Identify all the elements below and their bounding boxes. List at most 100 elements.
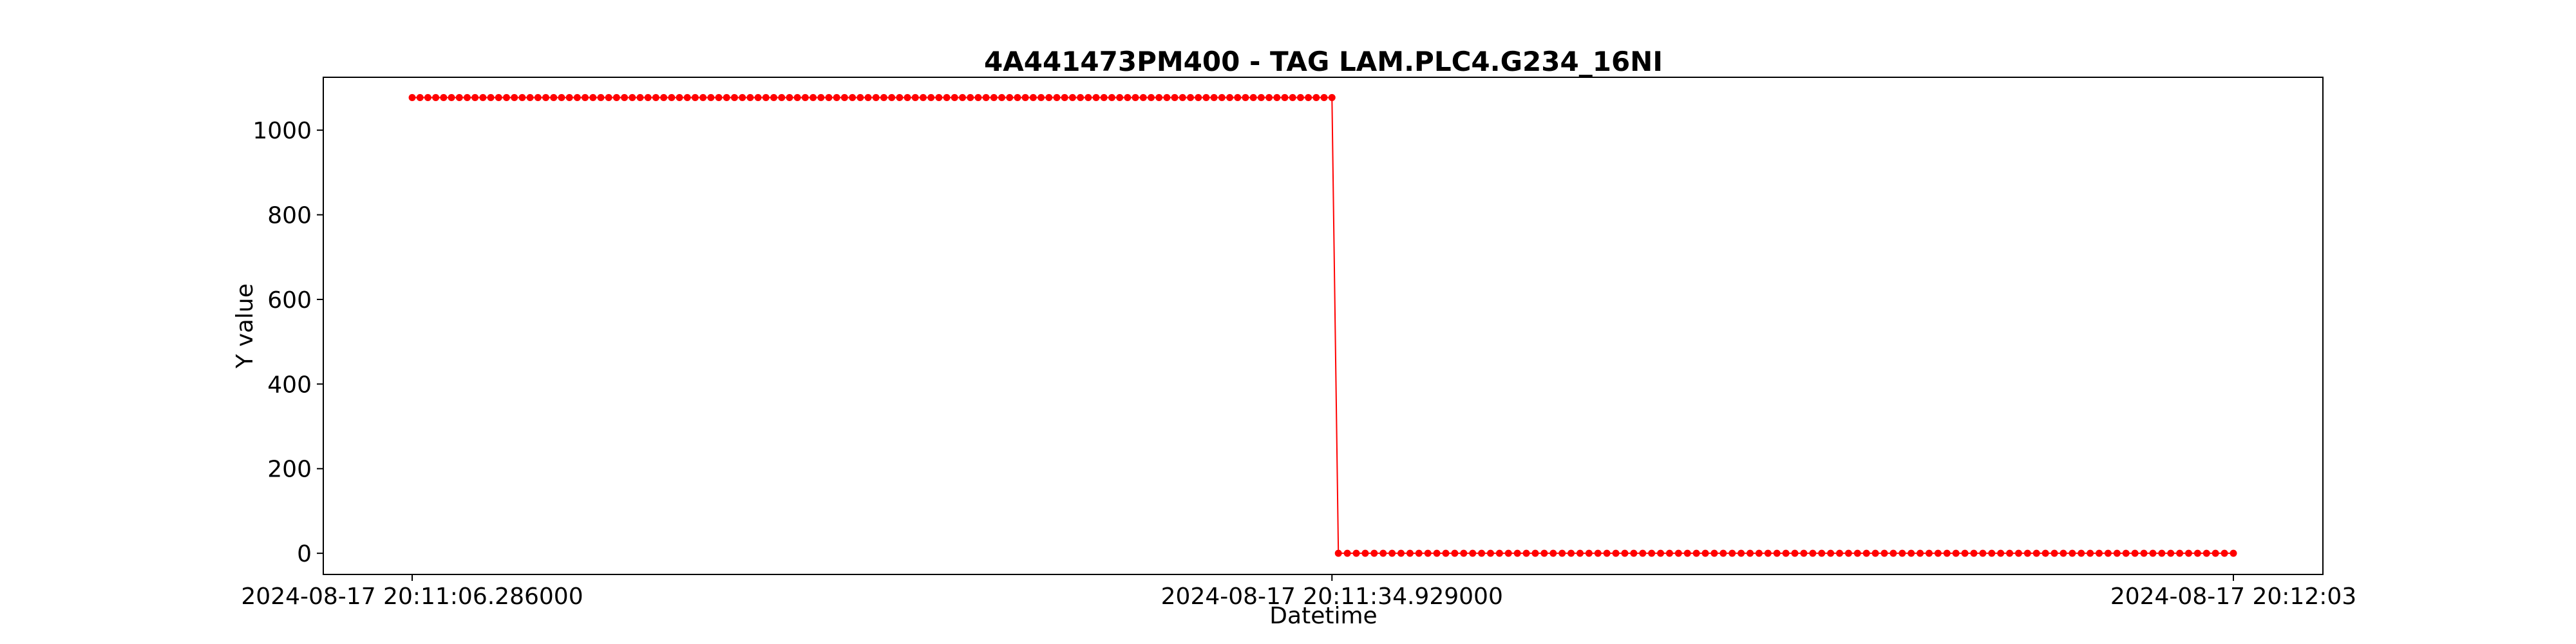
y-tick-label: 600	[267, 287, 312, 314]
data-point	[1880, 549, 1888, 557]
data-point	[1139, 94, 1147, 102]
data-point	[1621, 549, 1629, 557]
data-point	[1970, 549, 1978, 557]
data-point	[2078, 549, 2085, 557]
data-point	[1334, 549, 1342, 557]
data-point	[888, 94, 896, 102]
data-point	[582, 94, 589, 102]
data-point	[660, 94, 668, 102]
data-point	[440, 94, 448, 102]
data-point	[880, 94, 887, 102]
data-point	[778, 94, 786, 102]
x-tick-label: 2024-08-17 20:11:34.929000	[1161, 583, 1503, 610]
data-point	[833, 94, 840, 102]
data-point	[1486, 549, 1494, 557]
data-point	[1809, 549, 1817, 557]
data-point	[1226, 94, 1234, 102]
data-point	[739, 94, 746, 102]
y-tick-label: 0	[297, 541, 312, 567]
data-point	[849, 94, 857, 102]
y-tick-label: 800	[267, 203, 312, 229]
data-point	[416, 94, 424, 102]
data-point	[1202, 94, 1210, 102]
data-point	[455, 94, 463, 102]
data-point	[1747, 549, 1754, 557]
data-point	[1469, 549, 1477, 557]
data-point	[935, 94, 943, 102]
data-point	[1773, 549, 1781, 557]
data-point	[1782, 549, 1790, 557]
data-point	[2211, 549, 2219, 557]
data-point	[1424, 549, 1432, 557]
data-point	[2113, 549, 2121, 557]
data-point	[511, 94, 518, 102]
data-point	[1061, 94, 1068, 102]
x-axis: 2024-08-17 20:11:06.286000 2024-08-17 20:…	[241, 574, 2356, 610]
data-point	[1210, 94, 1218, 102]
data-point	[1328, 94, 1336, 102]
series-layer	[408, 94, 2237, 557]
x-axis-label: Datetime	[1269, 603, 1377, 629]
data-point	[1522, 549, 1530, 557]
data-point	[1908, 549, 1915, 557]
x-tick-label: 2024-08-17 20:12:03	[2110, 583, 2356, 610]
data-point	[1540, 549, 1548, 557]
data-point	[683, 94, 691, 102]
data-point	[2185, 549, 2193, 557]
data-point	[1179, 94, 1186, 102]
data-point	[927, 94, 935, 102]
data-point	[699, 94, 707, 102]
data-point	[982, 94, 990, 102]
data-point	[518, 94, 526, 102]
y-tick-label: 400	[267, 372, 312, 398]
data-point	[1764, 549, 1772, 557]
data-point	[1800, 549, 1808, 557]
data-point	[668, 94, 676, 102]
data-point	[864, 94, 872, 102]
data-point	[1925, 549, 1933, 557]
y-axis-label: Y value	[232, 283, 258, 369]
y-tick-label: 1000	[252, 118, 312, 144]
data-point	[1943, 549, 1951, 557]
data-point	[801, 94, 809, 102]
data-point	[612, 94, 620, 102]
data-point	[1433, 549, 1441, 557]
data-point	[1836, 549, 1843, 557]
data-point	[1265, 94, 1273, 102]
data-point	[754, 94, 762, 102]
data-point	[691, 94, 699, 102]
x-tick-label: 2024-08-17 20:11:06.286000	[241, 583, 583, 610]
data-point	[1163, 94, 1171, 102]
data-point	[534, 94, 542, 102]
data-point	[1917, 549, 1924, 557]
data-point	[1132, 94, 1139, 102]
data-point	[1037, 94, 1045, 102]
data-point	[1853, 549, 1861, 557]
data-point	[2140, 549, 2148, 557]
data-point	[825, 94, 833, 102]
data-point	[1988, 549, 1996, 557]
data-point	[1630, 549, 1638, 557]
data-point	[1352, 549, 1360, 557]
data-point	[1053, 94, 1061, 102]
data-point	[2014, 549, 2022, 557]
data-point	[872, 94, 880, 102]
y-tick-label: 200	[267, 457, 312, 483]
data-point	[2176, 549, 2184, 557]
chart-title: 4A441473PM400 - TAG LAM.PLC4.G234_16NI	[984, 46, 1663, 77]
data-point	[463, 94, 471, 102]
data-point	[502, 94, 510, 102]
data-point	[1029, 94, 1037, 102]
data-point	[2096, 549, 2103, 557]
data-point	[998, 94, 1006, 102]
data-point	[1379, 549, 1387, 557]
data-point	[762, 94, 770, 102]
data-point	[479, 94, 487, 102]
data-point	[1249, 94, 1257, 102]
data-point	[2050, 549, 2058, 557]
data-point	[1370, 549, 1378, 557]
data-point	[2221, 549, 2228, 557]
data-point	[1674, 549, 1682, 557]
data-point	[408, 94, 416, 102]
data-point	[1397, 549, 1405, 557]
